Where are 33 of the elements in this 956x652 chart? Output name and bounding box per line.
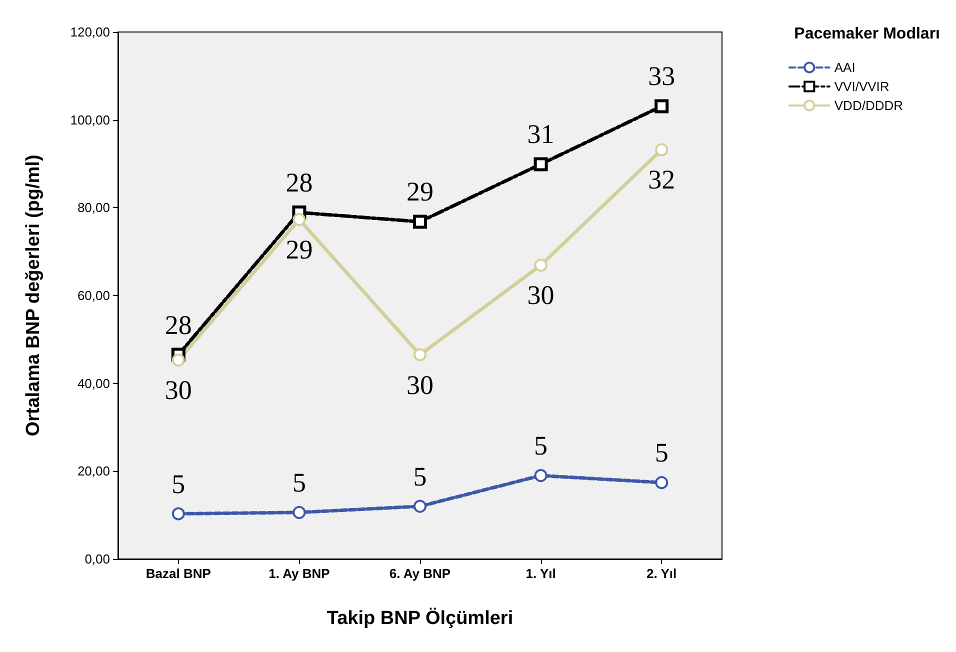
- annotation: 30: [406, 370, 434, 400]
- x-tick-label: 1. Ay BNP: [268, 566, 330, 581]
- y-tick-label: 100,00: [70, 112, 110, 128]
- x-tick-label: 2. Yıl: [646, 566, 677, 581]
- annotation: 28: [286, 167, 313, 198]
- annotation: 31: [527, 119, 554, 150]
- annotation: 29: [406, 176, 434, 207]
- annotation: 30: [527, 280, 554, 310]
- y-tick-label: 0,00: [84, 552, 110, 566]
- legend-label: VVI/VVIR: [834, 79, 890, 94]
- annotation: 33: [648, 61, 676, 92]
- legend-title: Pacemaker Modları: [794, 26, 940, 42]
- x-tick-label: Bazal BNP: [146, 566, 212, 581]
- y-tick-label: 120,00: [70, 24, 110, 40]
- legend-label: AAI: [834, 60, 856, 75]
- legend-label: VDD/DDDR: [834, 98, 904, 113]
- y-tick-label: 40,00: [77, 376, 110, 391]
- annotation: 28: [164, 310, 192, 340]
- y-tick-label: 20,00: [77, 464, 110, 479]
- x-tick-label: 6. Ay BNP: [389, 566, 451, 581]
- annotation: 30: [164, 375, 192, 406]
- annotation: 5: [413, 461, 427, 492]
- annotation: 32: [648, 164, 676, 195]
- annotation: 5: [172, 468, 186, 499]
- y-tick-label: 60,00: [77, 288, 110, 303]
- annotation: 5: [534, 430, 548, 461]
- y-axis-title: Ortalama BNP değerleri (pg/ml): [23, 154, 44, 436]
- annotation: 5: [654, 438, 668, 468]
- annotation: 29: [286, 234, 313, 265]
- x-tick-label: 1. Yıl: [526, 566, 556, 581]
- annotation: 5: [292, 467, 306, 498]
- y-tick-label: 80,00: [77, 200, 110, 216]
- x-axis-title: Takip BNP Ölçümleri: [326, 607, 514, 629]
